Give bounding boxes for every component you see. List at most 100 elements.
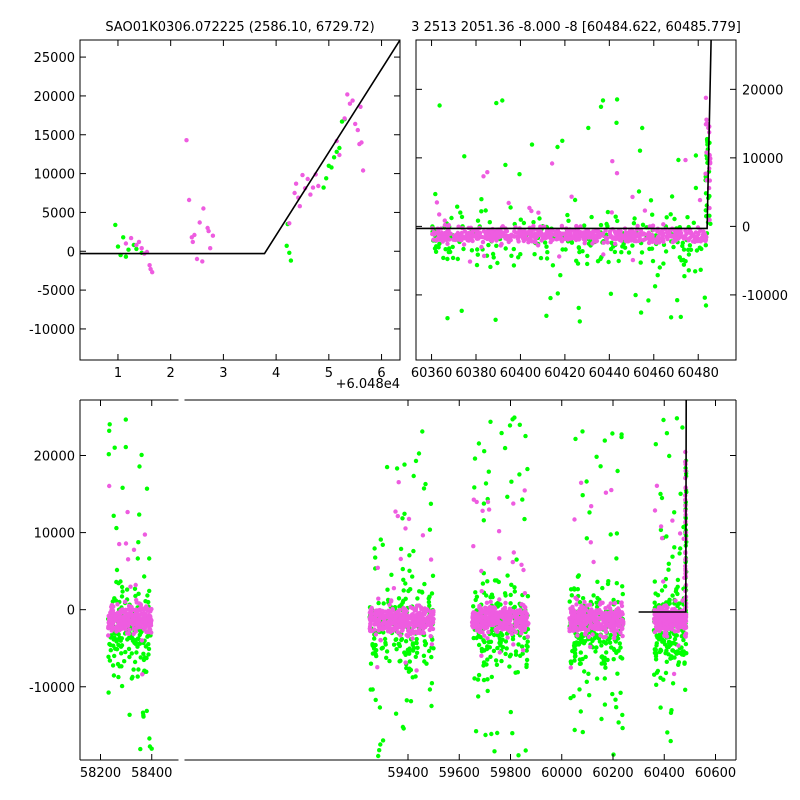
green-point bbox=[455, 204, 460, 209]
magenta-point bbox=[369, 611, 374, 616]
green-point bbox=[147, 744, 153, 749]
green-point bbox=[508, 205, 513, 210]
green-point bbox=[433, 191, 438, 197]
green-point bbox=[429, 591, 435, 596]
green-point bbox=[404, 698, 409, 703]
magenta-point bbox=[119, 626, 124, 631]
magenta-point bbox=[357, 141, 362, 147]
x-tick-label: 59800 bbox=[490, 766, 531, 781]
magenta-point bbox=[126, 621, 131, 626]
green-point bbox=[614, 531, 620, 536]
magenta-point bbox=[194, 256, 200, 262]
green-point bbox=[611, 657, 616, 662]
magenta-point bbox=[210, 233, 216, 238]
green-point bbox=[582, 669, 587, 674]
magenta-point bbox=[609, 210, 614, 215]
green-point bbox=[544, 244, 549, 249]
magenta-point bbox=[410, 636, 415, 641]
green-point bbox=[630, 243, 635, 248]
magenta-point bbox=[612, 601, 618, 606]
y-tick-label: -5000 bbox=[37, 284, 75, 299]
magenta-point bbox=[411, 619, 417, 624]
green-point bbox=[668, 710, 674, 715]
green-point bbox=[389, 572, 394, 577]
green-point bbox=[672, 636, 678, 642]
magenta-point bbox=[108, 610, 113, 615]
magenta-point bbox=[580, 622, 586, 628]
green-point bbox=[666, 644, 671, 650]
green-point bbox=[515, 670, 520, 675]
green-point bbox=[512, 585, 517, 590]
panel-top-right: 3 2513 2051.36 -8.000 -8 [60484.622, 604… bbox=[411, 20, 788, 381]
magenta-point bbox=[589, 610, 594, 616]
magenta-point bbox=[427, 627, 432, 633]
magenta-point bbox=[442, 218, 447, 223]
green-point bbox=[107, 428, 112, 433]
green-point bbox=[664, 648, 669, 653]
magenta-point bbox=[388, 599, 394, 604]
magenta-point bbox=[491, 608, 496, 613]
panel-top-left: SAO01K0306.072225 (2586.10, 6729.72) +6.… bbox=[29, 20, 401, 392]
green-point bbox=[659, 588, 665, 593]
green-point bbox=[116, 674, 121, 680]
magenta-point bbox=[554, 237, 559, 242]
green-point bbox=[508, 709, 513, 715]
green-point bbox=[632, 216, 637, 221]
green-point bbox=[524, 657, 530, 663]
green-point bbox=[450, 244, 455, 250]
y-tick-label: -10000 bbox=[29, 681, 75, 696]
green-point bbox=[397, 604, 402, 609]
green-point bbox=[647, 246, 652, 252]
green-point bbox=[429, 681, 435, 686]
magenta-point bbox=[519, 562, 524, 567]
green-point bbox=[573, 436, 578, 442]
magenta-point bbox=[395, 513, 400, 519]
green-point bbox=[142, 574, 147, 579]
green-point bbox=[577, 687, 582, 692]
green-point bbox=[666, 567, 671, 572]
green-point bbox=[491, 255, 496, 260]
green-point bbox=[613, 697, 618, 702]
magenta-point bbox=[399, 622, 404, 628]
green-point bbox=[383, 640, 388, 645]
green-point bbox=[512, 415, 517, 420]
green-point bbox=[145, 593, 150, 598]
green-point bbox=[485, 657, 490, 662]
magenta-point bbox=[600, 600, 605, 605]
magenta-point bbox=[623, 230, 629, 235]
magenta-point bbox=[474, 236, 480, 241]
magenta-point bbox=[702, 234, 708, 239]
magenta-point bbox=[192, 232, 197, 238]
magenta-point bbox=[380, 627, 386, 632]
green-point bbox=[399, 637, 404, 643]
green-point bbox=[631, 221, 637, 226]
magenta-point bbox=[500, 607, 506, 612]
green-point bbox=[485, 688, 490, 694]
green-point bbox=[129, 676, 134, 681]
green-point bbox=[614, 97, 620, 102]
green-point bbox=[688, 247, 694, 252]
green-point bbox=[112, 445, 117, 450]
magenta-point bbox=[118, 614, 123, 620]
magenta-point bbox=[704, 117, 709, 122]
magenta-point bbox=[477, 231, 482, 236]
magenta-point bbox=[601, 252, 606, 257]
magenta-point bbox=[531, 234, 537, 239]
green-point bbox=[582, 223, 587, 228]
green-point bbox=[605, 224, 610, 229]
magenta-point bbox=[600, 613, 605, 619]
magenta-point bbox=[466, 230, 471, 236]
green-point bbox=[610, 691, 615, 697]
magenta-point bbox=[300, 172, 305, 178]
magenta-point bbox=[607, 229, 613, 234]
green-point bbox=[489, 592, 495, 597]
magenta-point bbox=[485, 499, 491, 505]
green-point bbox=[106, 654, 111, 659]
magenta-point bbox=[659, 536, 665, 541]
magenta-point bbox=[131, 547, 137, 552]
magenta-point bbox=[444, 230, 449, 236]
magenta-point bbox=[698, 237, 703, 242]
green-point bbox=[144, 708, 149, 714]
green-point bbox=[675, 298, 680, 303]
green-point bbox=[420, 429, 425, 434]
